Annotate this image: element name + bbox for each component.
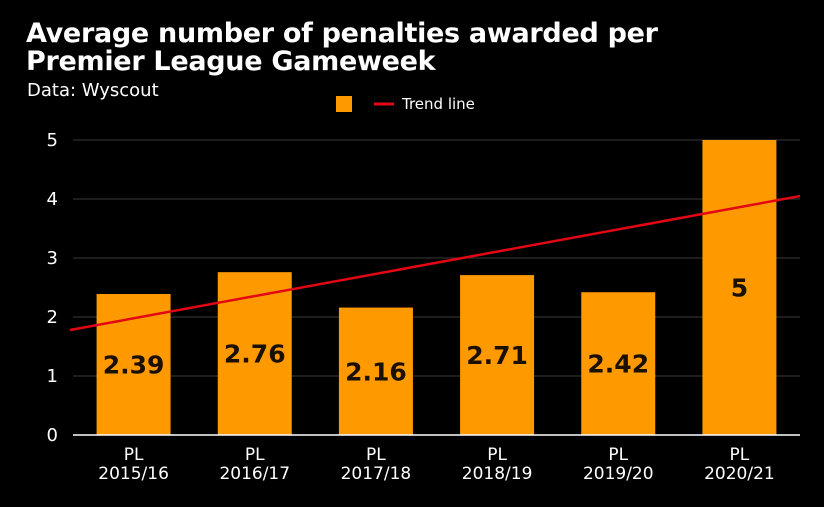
chart-title-line-2: Premier League Gameweek: [26, 46, 436, 77]
legend-bar-swatch: [336, 96, 352, 112]
bar: [338, 307, 413, 435]
trend-line-group: [69, 194, 801, 332]
x-tick-label: PL 2016/17: [219, 445, 290, 484]
y-tick-label: 2: [47, 307, 58, 328]
x-axis: PL 2015/16 PL 2016/17 PL 2017/18 PL 2018/19 PL 20…: [73, 434, 800, 484]
bars: 2.39 2.76 2.16 2.71 2.42 5: [96, 140, 777, 435]
y-axis: 0 1 2 3 4 5: [47, 130, 58, 446]
chart-title: Average number of penalties awarded per …: [26, 20, 806, 76]
x-tick-label: PL 2015/16: [98, 445, 169, 484]
legend: Trend line: [336, 95, 475, 113]
chart-subtitle: Data: Wyscout: [27, 80, 159, 101]
gridlines: [73, 139, 800, 377]
trend-line: [69, 194, 801, 332]
x-tick-label: PL 2018/19: [462, 445, 533, 484]
y-tick-label: 0: [47, 425, 58, 446]
legend-label-trend: Trend line: [401, 95, 475, 113]
data-label: 2.16: [345, 357, 407, 386]
x-tick-label: PL 2019/20: [583, 445, 654, 484]
x-tick-label: PL 2020/21: [704, 445, 775, 484]
y-tick-label: 4: [47, 189, 58, 210]
data-label: 2.71: [466, 341, 528, 370]
bar: [581, 292, 656, 435]
data-label: 2.76: [224, 340, 286, 369]
y-tick-label: 5: [47, 130, 58, 151]
data-label: 5: [731, 274, 748, 303]
y-tick-label: 1: [47, 366, 58, 387]
data-label: 2.39: [103, 350, 165, 379]
bar: [702, 140, 777, 435]
x-tick-label: PL 2017/18: [341, 445, 412, 484]
bar: [460, 275, 535, 435]
bar: [217, 272, 292, 435]
data-label: 2.42: [587, 350, 649, 379]
y-tick-label: 3: [47, 248, 58, 269]
chart-title-line-1: Average number of penalties awarded per: [26, 18, 658, 49]
